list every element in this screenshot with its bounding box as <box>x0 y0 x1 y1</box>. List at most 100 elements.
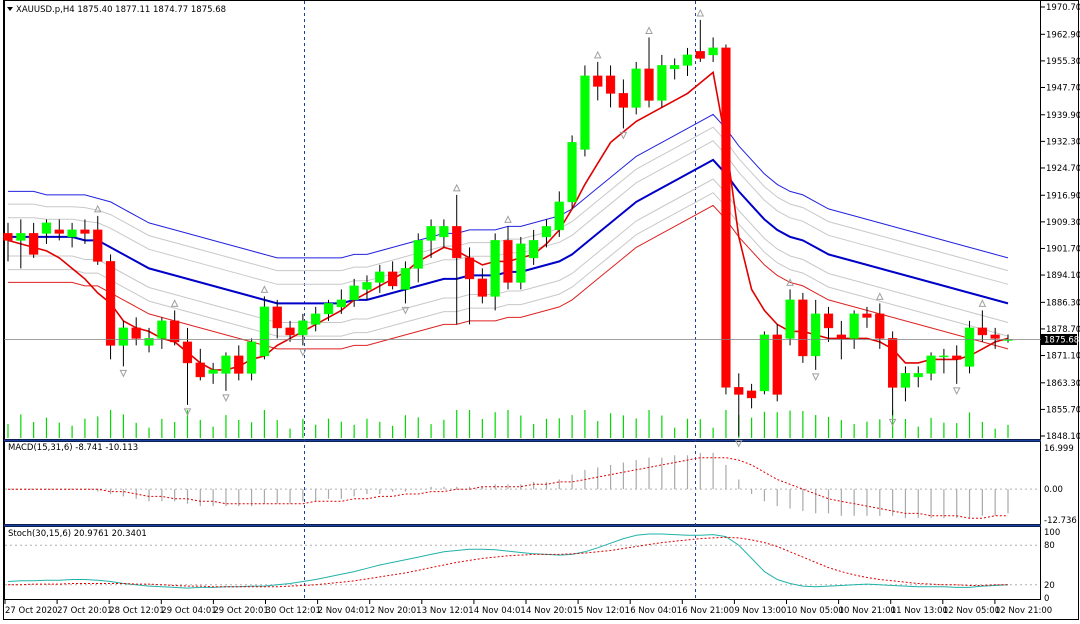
fractal-down-marker <box>811 373 820 381</box>
fractal-down-marker <box>183 408 192 416</box>
time-tick-label: 30 Oct 12:01 <box>266 606 321 616</box>
candle <box>823 313 834 329</box>
candle <box>759 334 770 392</box>
price-tick-label: 1924.70 <box>1046 164 1080 174</box>
candle <box>952 355 962 360</box>
volume-bars <box>7 410 1009 438</box>
current-price-value: 1875.68 <box>1044 335 1079 345</box>
time-tick-label: 27 Oct 2020 <box>5 606 58 616</box>
time-tick-label: 5 Nov 12:01 <box>578 606 630 616</box>
price-tick-label: 1886.30 <box>1046 298 1080 308</box>
candle <box>323 303 334 315</box>
time-tick-label: 3 Nov 12:01 <box>422 606 474 616</box>
candle <box>182 341 193 364</box>
stoch-tick-label: 20 <box>1044 581 1055 591</box>
candle <box>490 240 500 297</box>
candle <box>157 320 167 339</box>
candle <box>452 226 462 259</box>
candle <box>118 327 128 346</box>
fractal-up-marker <box>978 299 987 307</box>
candle <box>464 257 475 280</box>
time-tick-label: 29 Oct 04:01 <box>161 606 216 616</box>
price-tick-label: 1962.90 <box>1046 30 1080 40</box>
candle <box>375 271 385 283</box>
candle <box>259 306 270 357</box>
chart-menu-triangle-icon[interactable] <box>7 7 13 11</box>
candlesticks[interactable] <box>3 19 1013 437</box>
candle <box>93 229 103 262</box>
time-tick-label: 12 Nov 21:00 <box>995 606 1052 616</box>
candle <box>990 334 1000 339</box>
time-tick-label: 29 Oct 20:01 <box>213 606 268 616</box>
macd-indicator <box>8 452 1009 519</box>
time-tick-label: 11 Nov 13:00 <box>891 606 948 616</box>
candle <box>593 75 603 87</box>
stoch-tick-label: 80 <box>1044 541 1055 551</box>
candle <box>977 327 987 336</box>
fractal-up-marker <box>170 299 179 307</box>
time-tick-label: 12 Nov 05:00 <box>943 606 1000 616</box>
fractal-down-marker <box>299 348 307 357</box>
price-tick-label: 1947.70 <box>1046 83 1080 93</box>
candle <box>529 240 539 259</box>
candle <box>105 261 116 346</box>
candle <box>875 313 885 339</box>
candle <box>477 278 487 297</box>
time-tick-label: 27 Oct 20:01 <box>57 606 112 616</box>
time-tick-label: 4 Nov 04:01 <box>474 606 526 616</box>
candle <box>272 306 282 329</box>
fractal-up-marker <box>93 204 102 213</box>
time-tick-label: 28 Oct 12:01 <box>109 606 164 616</box>
candle <box>900 373 911 388</box>
candle <box>798 299 808 357</box>
symbol-info: XAUUSD.p,H4 1875.40 1877.11 1874.77 1875… <box>16 5 226 15</box>
candle <box>426 226 436 241</box>
candle <box>29 233 39 255</box>
current-price-tag <box>1041 333 1077 345</box>
candle <box>926 355 936 374</box>
stoch-tick-label: 100 <box>1044 528 1060 538</box>
candle <box>644 68 654 101</box>
fractal-up-marker <box>593 50 602 59</box>
stoch-tick-label: 0 <box>1044 594 1049 604</box>
candle <box>3 233 13 241</box>
time-tick-label: 4 Nov 20:01 <box>526 606 578 616</box>
stoch-axis: 100 80 20 0 <box>1044 528 1060 604</box>
candle <box>246 341 257 374</box>
candle <box>503 240 513 283</box>
fractal-up-marker <box>786 278 794 286</box>
fractal-down-marker <box>222 394 230 402</box>
candle <box>131 327 141 339</box>
candle <box>657 65 667 101</box>
fractal-up-marker <box>645 26 653 34</box>
candle <box>836 334 846 339</box>
fractal-down-marker <box>119 369 128 378</box>
candle <box>888 338 898 388</box>
candle <box>849 313 859 339</box>
candle <box>554 201 564 231</box>
fractal-markers <box>93 8 987 448</box>
price-axis[interactable]: 1970.70 1962.90 1955.30 1947.70 1939.90 1932.… <box>1041 3 1080 442</box>
candle <box>746 390 757 399</box>
macd-tick-label: -12.736 <box>1044 516 1077 526</box>
candle <box>221 355 231 374</box>
price-tick-label: 1855.70 <box>1046 405 1080 415</box>
candle <box>170 320 180 343</box>
candle <box>785 299 795 339</box>
envelope-inner-line <box>8 192 1009 337</box>
fractal-up-marker <box>696 8 705 17</box>
candle <box>580 75 590 150</box>
candle <box>721 47 731 388</box>
price-tick-label: 1970.70 <box>1046 3 1080 13</box>
candle <box>362 282 372 290</box>
macd-tick-label: 16.999 <box>1044 444 1074 454</box>
price-tick-label: 1932.30 <box>1046 137 1080 147</box>
candle <box>298 320 308 336</box>
candle <box>964 327 975 367</box>
candle <box>400 268 411 290</box>
price-tick-label: 1871.10 <box>1046 352 1080 362</box>
price-tick-label: 1916.90 <box>1046 191 1080 201</box>
